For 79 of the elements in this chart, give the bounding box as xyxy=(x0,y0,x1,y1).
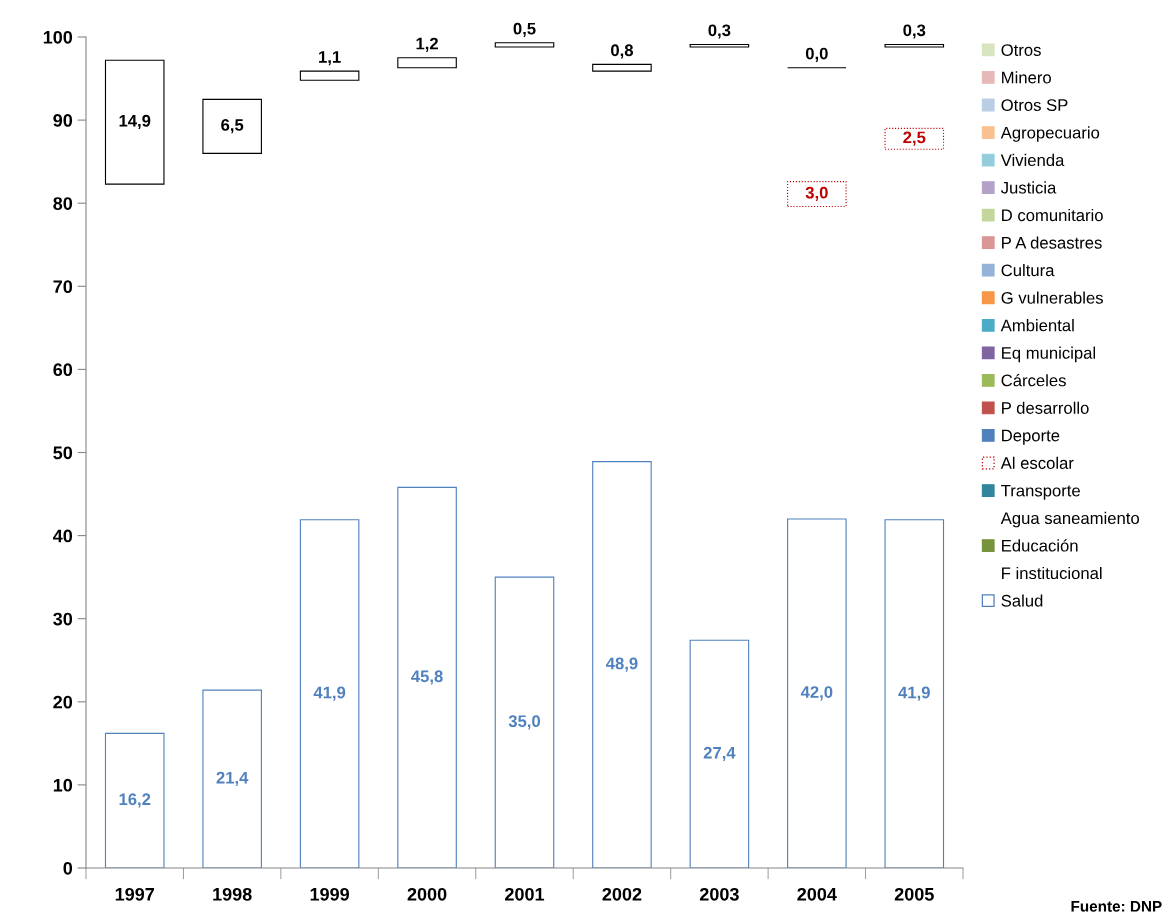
legend-label: Salud xyxy=(1001,594,1043,607)
x-tick-label: 1997 xyxy=(115,887,155,901)
bar xyxy=(494,42,555,48)
data-label: 0,3 xyxy=(903,24,926,39)
bar xyxy=(104,59,165,185)
x-tick-label: 2003 xyxy=(699,887,739,901)
bar xyxy=(592,461,652,868)
bar xyxy=(592,63,652,72)
data-label: 45,8 xyxy=(411,670,443,685)
y-tick-label: 100 xyxy=(43,30,73,44)
data-label: 35,0 xyxy=(508,715,541,730)
data-label: 27,4 xyxy=(703,746,736,762)
legend-label: Ambiental xyxy=(1000,319,1074,332)
data-label: 0,5 xyxy=(513,22,536,37)
legend-label: Otros SP xyxy=(1001,99,1068,112)
y-tick-label: 10 xyxy=(53,778,73,792)
legend-label: Justicia xyxy=(1000,181,1057,194)
legend-label: Transporte xyxy=(1001,484,1080,500)
text: F institucional xyxy=(1002,566,1102,580)
x-tick-label: 2005 xyxy=(894,887,934,901)
x-tick-label: 1998 xyxy=(213,887,252,901)
data-label: 3,0 xyxy=(805,186,828,201)
legend-label: P A desastres xyxy=(1002,236,1102,249)
bar xyxy=(884,519,945,868)
bar xyxy=(299,70,360,81)
y-tick-label: 20 xyxy=(53,695,73,709)
legend-label: Deporte xyxy=(1002,429,1060,445)
bar xyxy=(397,57,457,69)
x-tick-label: 2002 xyxy=(602,887,642,901)
y-tick-label: 50 xyxy=(53,446,73,460)
legend-label: D comunitario xyxy=(1002,208,1103,222)
data-label: 16,2 xyxy=(119,793,151,808)
data-label: 0,8 xyxy=(611,44,634,59)
legend-label: Agropecuario xyxy=(1000,126,1100,142)
x-tick-label: 2000 xyxy=(407,887,447,901)
data-label: 41,9 xyxy=(898,686,930,701)
legend-label: P desarrollo xyxy=(1002,401,1089,414)
legend-label: Cultura xyxy=(1001,263,1055,277)
legend-label: Otros xyxy=(1001,44,1041,56)
x-tick-label: 2001 xyxy=(505,887,545,901)
data-label: 14,9 xyxy=(119,114,151,130)
bar xyxy=(884,43,945,48)
text: Agua saneamiento xyxy=(1000,511,1140,528)
data-label: 48,9 xyxy=(605,657,638,672)
data-label: 0,3 xyxy=(708,24,731,39)
bar xyxy=(884,127,945,150)
bar xyxy=(397,486,457,868)
x-tick-label: 1999 xyxy=(310,887,350,901)
bar xyxy=(787,518,847,868)
data-label: 42,0 xyxy=(800,686,833,701)
bar xyxy=(689,639,750,868)
legend-label: G vulnerables xyxy=(1001,291,1103,304)
data-label: 1,2 xyxy=(416,37,438,52)
data-label: 2,5 xyxy=(903,131,926,146)
data-label: 0,0 xyxy=(805,47,828,62)
y-tick-label: 40 xyxy=(53,529,73,543)
legend-label: Cárceles xyxy=(1001,373,1066,387)
data-label: 41,9 xyxy=(313,686,346,701)
y-tick-label: 80 xyxy=(53,197,73,210)
bar xyxy=(299,519,360,868)
y-tick-label: 0 xyxy=(63,861,73,875)
legend-label: Minero xyxy=(1002,71,1051,84)
y-tick-label: 90 xyxy=(53,114,73,127)
x-tick-label: 2004 xyxy=(797,887,837,901)
legend-label: Educación xyxy=(1002,539,1078,552)
data-label: 21,4 xyxy=(216,771,249,786)
y-tick-label: 30 xyxy=(53,612,73,626)
bar xyxy=(202,98,262,154)
source-note: Fuente: DNP xyxy=(1071,901,1162,912)
bar xyxy=(689,43,750,48)
data-label: 6,5 xyxy=(221,119,244,134)
y-tick-label: 70 xyxy=(53,280,73,294)
legend-label: Eq municipal xyxy=(1002,346,1096,363)
y-tick-label: 60 xyxy=(53,363,73,377)
legend-label: Vivienda xyxy=(1000,153,1065,167)
legend-label: Al escolar xyxy=(1000,456,1074,469)
data-label: 1,1 xyxy=(319,51,341,66)
bar xyxy=(787,181,847,208)
bar xyxy=(494,576,555,868)
